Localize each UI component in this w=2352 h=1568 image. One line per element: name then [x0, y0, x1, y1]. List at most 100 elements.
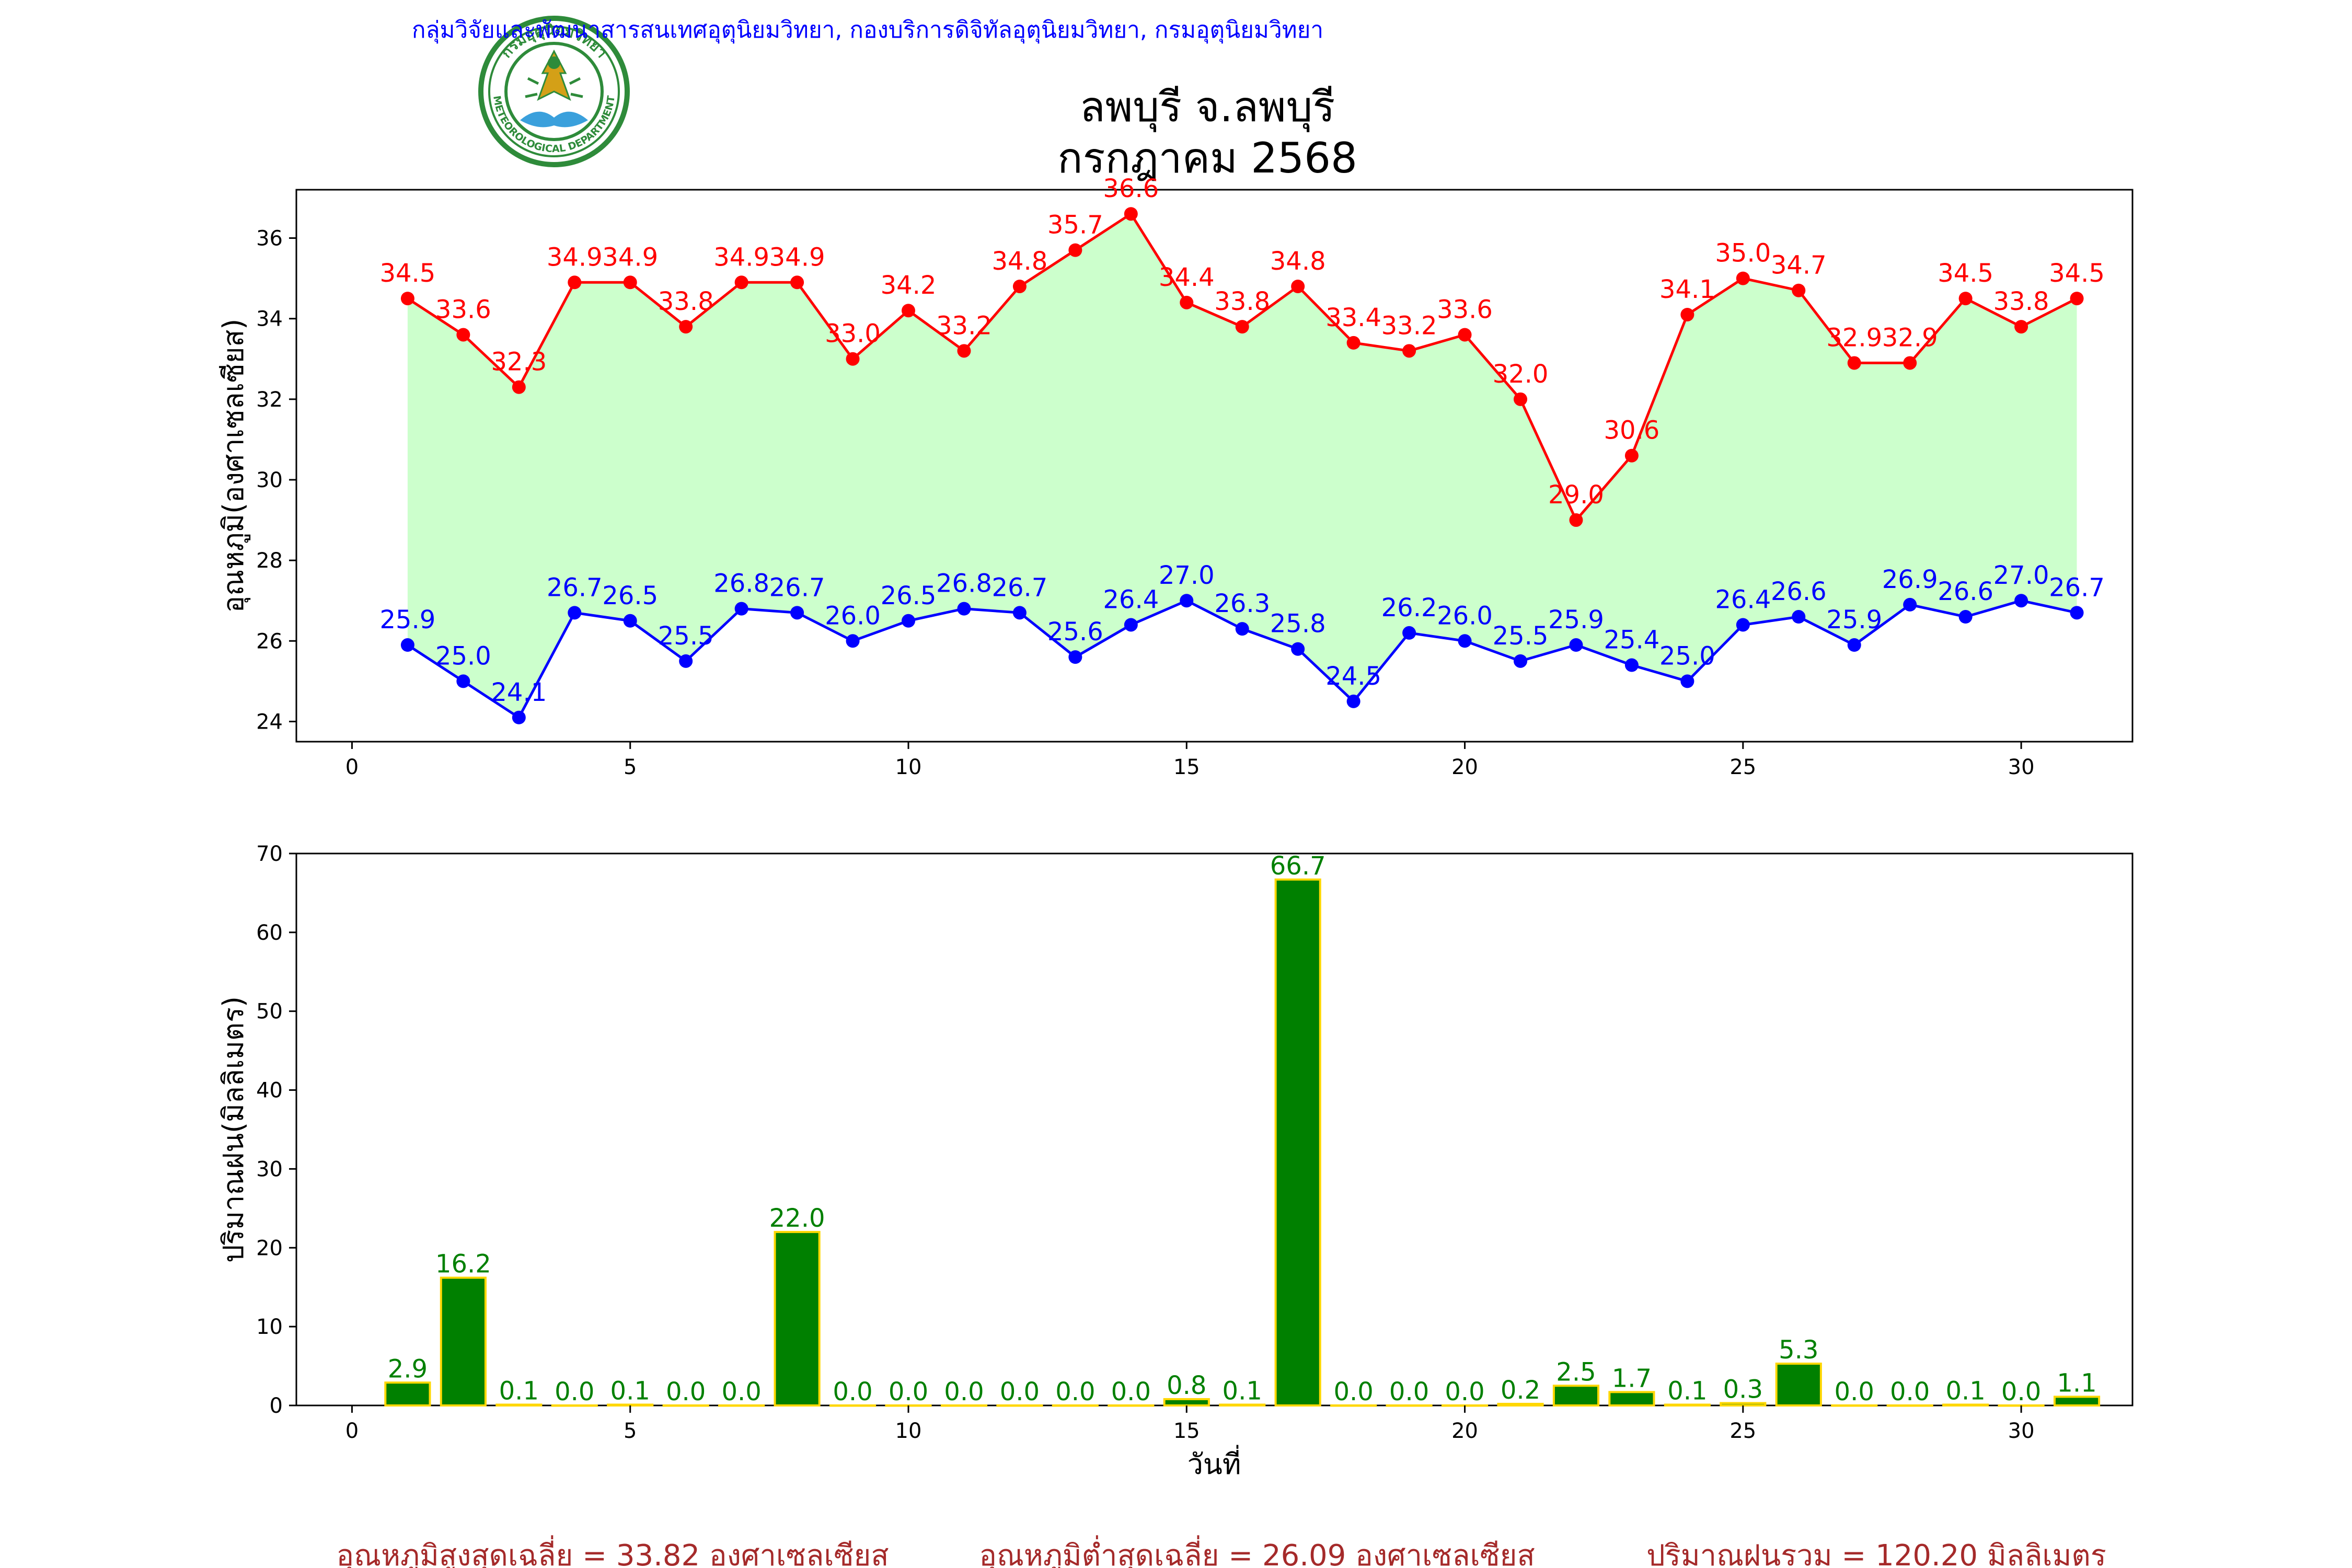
min-temp-point [1124, 618, 1138, 632]
max-temp-data-label: 32.3 [491, 348, 547, 377]
rainfall-bar [1775, 1363, 1822, 1406]
max-temp-point [1736, 271, 1750, 285]
meteorological-department-logo: กรมอุตุนิยมวิทยา METEOROLOGICAL DEPARTME… [478, 16, 630, 167]
max-temp-data-label: 34.1 [1659, 275, 1715, 304]
rainfall-x-tick-label: 5 [624, 1419, 637, 1443]
min-temp-data-label: 26.8 [936, 569, 992, 598]
min-temp-point [1458, 634, 1472, 648]
max-temp-point [2070, 292, 2084, 306]
max-temp-data-label: 35.7 [1047, 211, 1103, 240]
max-temp-point [1903, 356, 1917, 370]
max-temp-point [790, 275, 804, 290]
rainfall-bar [1552, 1385, 1600, 1406]
rainfall-x-tick-label: 20 [1451, 1419, 1478, 1443]
min-temp-point [1903, 597, 1917, 612]
rainfall-x-tick-label: 10 [895, 1419, 922, 1443]
min-temp-point [1847, 638, 1861, 652]
rainfall-bar [495, 1403, 543, 1407]
max-temp-point [902, 304, 915, 318]
min-temp-data-label: 25.0 [435, 641, 491, 671]
min-temp-data-label: 26.8 [713, 569, 769, 598]
rainfall-data-label: 1.7 [1612, 1364, 1652, 1393]
rainfall-data-label: 0.3 [1723, 1375, 1763, 1404]
rainfall-bar [384, 1381, 431, 1407]
temperature-x-tick-label: 20 [1451, 755, 1478, 779]
temperature-range-fill [407, 214, 2077, 718]
max-temp-data-label: 33.6 [1437, 295, 1493, 324]
min-temp-data-label: 26.3 [1214, 589, 1270, 618]
rainfall-y-tick-label: 30 [256, 1157, 283, 1181]
rainfall-bar [440, 1276, 487, 1406]
max-temp-data-label: 36.6 [1103, 174, 1159, 203]
rainfall-y-axis-label: ปริมาณฝน(มิลลิเมตร) [217, 996, 250, 1263]
max-temp-data-label: 33.2 [936, 311, 992, 340]
min-temp-data-label: 25.6 [1047, 617, 1103, 647]
temperature-x-tick-label: 0 [345, 755, 359, 779]
min-temp-point [456, 674, 470, 688]
min-temp-data-label: 25.4 [1604, 626, 1659, 655]
min-temp-point [1514, 654, 1527, 668]
rainfall-bar [1664, 1403, 1711, 1407]
max-temp-data-label: 34.5 [379, 259, 435, 288]
max-temp-data-label: 33.8 [1214, 287, 1270, 316]
rainfall-x-tick-label: 0 [345, 1419, 359, 1443]
min-temp-point [846, 634, 860, 648]
temperature-y-axis-label: อุณหภูมิ(องศาเซลเซียส) [217, 319, 251, 613]
max-temp-point [679, 320, 693, 334]
min-temp-data-label: 26.6 [1938, 577, 1993, 606]
max-temp-data-label: 34.5 [1938, 259, 1993, 288]
rainfall-data-label: 0.0 [1835, 1377, 1874, 1406]
min-temp-data-label: 25.9 [1548, 605, 1604, 635]
min-temp-data-label: 26.2 [1381, 593, 1437, 622]
rainfall-bar [718, 1404, 765, 1407]
rainfall-data-label: 0.0 [833, 1377, 872, 1406]
rainfall-data-label: 2.5 [1556, 1357, 1596, 1387]
min-temp-point [1235, 622, 1249, 636]
max-temp-data-label: 30.6 [1604, 416, 1659, 445]
min-temp-data-label: 25.5 [658, 621, 714, 651]
max-temp-point [623, 275, 637, 290]
summary-average-min: อุณหภูมิต่ำสุดเฉลี่ย = 26.09 องศาเซลเซีย… [979, 1535, 1535, 1568]
max-temp-point [1235, 320, 1249, 334]
max-temp-data-label: 34.7 [1771, 251, 1827, 280]
organization-line: กลุ่มวิจัยและพัฒนาสารสนเทศอุตุนิยมวิทยา,… [412, 17, 1323, 44]
max-temp-data-label: 35.0 [1715, 239, 1771, 268]
rainfall-data-label: 0.0 [1055, 1377, 1095, 1406]
rainfall-data-label: 5.3 [1779, 1335, 1818, 1365]
min-temp-point [902, 614, 915, 628]
min-temp-point [790, 606, 804, 620]
rainfall-y-tick-label: 40 [256, 1079, 283, 1103]
rainfall-data-label: 16.2 [435, 1250, 491, 1279]
max-temp-data-label: 34.9 [713, 243, 769, 272]
min-temp-data-label: 26.7 [2049, 573, 2105, 602]
temperature-y-tick-label: 30 [256, 468, 283, 492]
max-temp-point [456, 328, 470, 342]
rainfall-bar [1330, 1404, 1377, 1407]
temperature-y-tick-label: 26 [256, 629, 283, 653]
min-temp-point [679, 654, 693, 668]
rainfall-data-label: 0.0 [666, 1377, 706, 1406]
rainfall-bar [1052, 1404, 1099, 1407]
min-temp-point [400, 638, 414, 652]
max-temp-point [1124, 207, 1138, 221]
min-temp-data-label: 26.7 [547, 573, 603, 602]
min-temp-point [512, 710, 526, 724]
max-temp-point [1180, 295, 1194, 309]
rainfall-bar [1831, 1404, 1878, 1407]
min-temp-data-label: 27.0 [1159, 561, 1215, 590]
max-temp-point [1458, 328, 1472, 342]
max-temp-point [400, 292, 414, 306]
max-temp-point [734, 275, 748, 290]
rainfall-data-label: 0.0 [721, 1377, 761, 1406]
min-temp-data-label: 26.7 [769, 573, 825, 602]
chart-title-month: กรกฎาคม 2568 [1057, 134, 1357, 182]
max-temp-data-label: 34.8 [991, 247, 1047, 276]
rainfall-bar [774, 1231, 821, 1406]
rainfall-bar [1219, 1403, 1266, 1407]
temperature-x-tick-label: 10 [895, 755, 922, 779]
rainfall-data-label: 22.0 [769, 1204, 825, 1233]
rainfall-data-label: 0.1 [1223, 1376, 1262, 1405]
min-temp-point [1680, 674, 1694, 688]
max-temp-point [2014, 320, 2028, 334]
